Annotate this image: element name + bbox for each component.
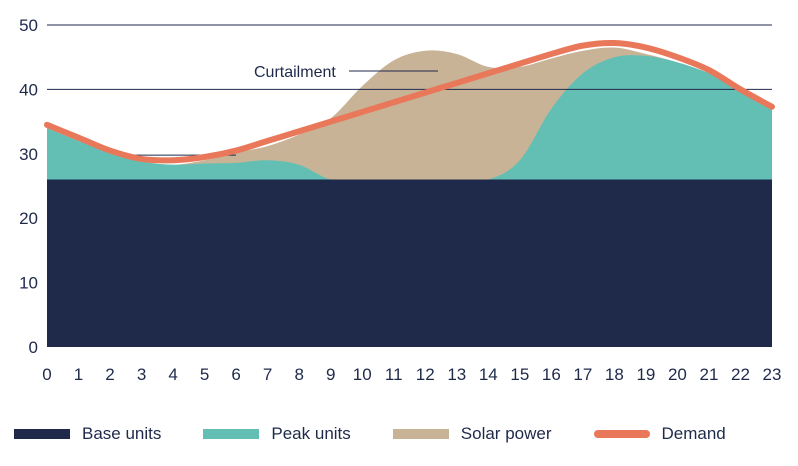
x-tick-label: 14 <box>479 365 498 384</box>
legend-label-demand: Demand <box>661 424 726 443</box>
legend-item-peak-units: Peak units <box>203 424 351 444</box>
legend-label-base-units: Base units <box>82 424 162 443</box>
y-tick-label: 40 <box>19 80 38 99</box>
y-axis-ticks: 0 10 20 30 40 50 <box>19 16 38 357</box>
x-tick-label: 19 <box>636 365 655 384</box>
x-tick-label: 7 <box>263 365 272 384</box>
x-tick-label: 15 <box>510 365 529 384</box>
x-tick-label: 1 <box>74 365 83 384</box>
x-tick-label: 11 <box>385 365 403 384</box>
x-tick-label: 22 <box>731 365 750 384</box>
y-tick-label: 20 <box>19 209 38 228</box>
legend-swatch-solar-power <box>392 429 449 439</box>
y-tick-label: 50 <box>19 16 38 35</box>
x-axis-ticks: 0 1 2 3 4 5 6 7 8 9 10 11 12 13 14 15 16 17 18 19 20 21 22 23 <box>42 365 781 384</box>
x-tick-label: 2 <box>105 365 114 384</box>
legend-item-demand: Demand <box>593 424 726 444</box>
x-tick-label: 8 <box>294 365 303 384</box>
y-tick-label: 30 <box>19 145 38 164</box>
x-tick-label: 20 <box>668 365 687 384</box>
legend-label-peak-units: Peak units <box>271 424 351 443</box>
x-tick-label: 21 <box>699 365 718 384</box>
x-tick-label: 9 <box>326 365 335 384</box>
x-tick-label: 6 <box>231 365 240 384</box>
x-tick-label: 16 <box>542 365 561 384</box>
legend-swatch-demand <box>593 430 650 438</box>
annotation-group: Curtailment <box>254 64 438 81</box>
y-tick-label: 10 <box>19 274 38 293</box>
x-tick-label: 12 <box>416 365 435 384</box>
x-tick-label: 13 <box>447 365 466 384</box>
legend: Base units Peak units Solar power Demand <box>14 424 768 444</box>
x-tick-label: 3 <box>137 365 146 384</box>
x-tick-label: 23 <box>763 365 782 384</box>
x-tick-label: 18 <box>605 365 624 384</box>
y-tick-label: 0 <box>29 338 38 357</box>
legend-swatch-peak-units <box>203 429 260 439</box>
x-tick-label: 17 <box>573 365 592 384</box>
legend-item-solar-power: Solar power <box>392 424 552 444</box>
line-demand <box>44 39 775 164</box>
x-tick-label: 10 <box>353 365 372 384</box>
legend-item-base-units: Base units <box>14 424 161 444</box>
x-tick-label: 0 <box>42 365 51 384</box>
demand-line-group <box>44 39 775 164</box>
annotation-curtailment: Curtailment <box>254 64 336 81</box>
area-layers <box>47 47 772 347</box>
legend-swatch-base-units <box>14 429 70 439</box>
area-base-units <box>47 179 772 347</box>
x-tick-label: 5 <box>200 365 209 384</box>
legend-label-solar-power: Solar power <box>460 424 552 443</box>
x-tick-label: 4 <box>168 365 177 384</box>
